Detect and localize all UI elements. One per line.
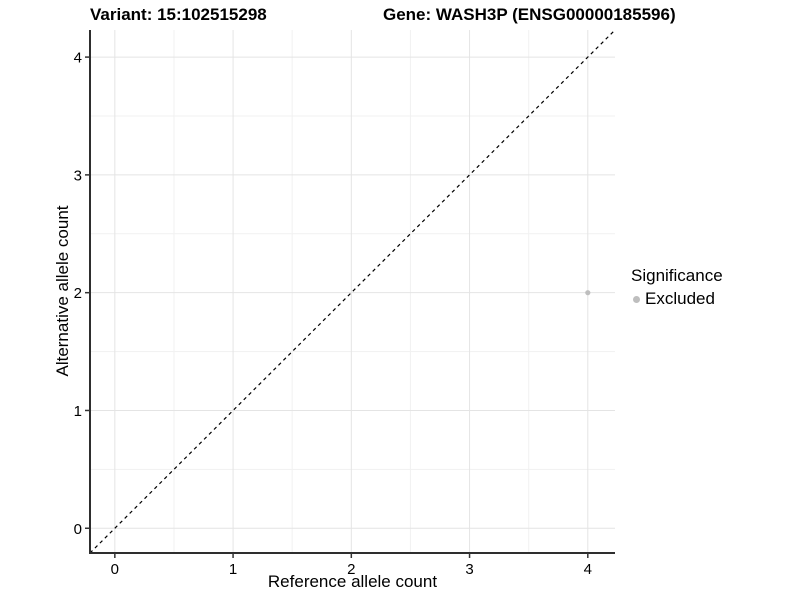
gene-title: Gene: WASH3P (ENSG00000185596) <box>383 5 676 24</box>
y-tick-label: 3 <box>74 167 82 184</box>
data-point <box>585 290 591 296</box>
legend-item-label: Excluded <box>645 289 715 308</box>
y-tick-label: 2 <box>74 285 82 302</box>
variant-title: Variant: 15:102515298 <box>90 5 267 24</box>
y-tick-label: 0 <box>74 521 82 538</box>
x-axis-title: Reference allele count <box>267 572 438 591</box>
legend-item-excluded: Excluded <box>631 289 723 309</box>
x-tick-label: 3 <box>465 561 473 578</box>
x-tick-label: 2 <box>347 561 355 578</box>
legend-point-icon <box>633 296 640 303</box>
legend: Significance Excluded <box>631 266 723 309</box>
x-tick-label: 1 <box>229 561 237 578</box>
y-tick-label: 1 <box>74 403 82 420</box>
x-tick-label: 0 <box>111 561 119 578</box>
y-axis-title: Alternative allele count <box>53 205 72 377</box>
y-tick-label: 4 <box>74 50 82 67</box>
identity-reference-line <box>89 29 616 554</box>
x-tick-label: 4 <box>584 561 592 578</box>
legend-title: Significance <box>631 266 723 285</box>
